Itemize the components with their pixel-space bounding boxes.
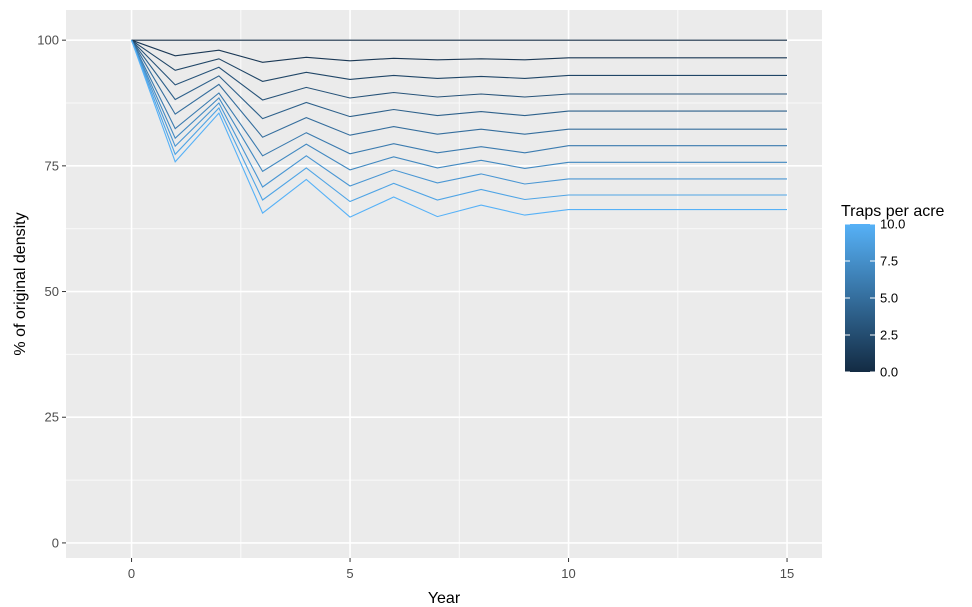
legend-ticks: 0.0 2.5 5.0 7.5 10.0 [845,217,905,380]
x-axis-title: Year [428,590,461,607]
x-tick-label: 5 [346,566,353,581]
y-axis: 0 25 50 75 100 [37,33,66,550]
y-tick-label: 25 [45,410,59,425]
series-line-traps-6 [131,39,787,157]
x-tick-label: 0 [128,566,135,581]
legend: Traps per acre 0.0 2.5 5.0 7.5 10.0 [841,203,945,380]
series-line-traps-3 [131,39,787,101]
x-tick-label: 10 [561,566,575,581]
y-tick-label: 0 [52,535,59,550]
legend-break-label: 2.5 [880,328,898,343]
series-line-traps-1 [131,39,787,63]
series-line-traps-4 [131,39,787,120]
series-line-traps-5 [131,39,787,138]
series-line-traps-8 [130,39,787,188]
series-line-traps-7 [130,39,787,173]
series-line-traps-10 [130,40,787,218]
x-tick-label: 15 [780,566,794,581]
plot-panel [66,10,822,558]
series-line-traps-2 [131,39,787,82]
y-tick-label: 75 [45,158,59,173]
x-axis: 0 5 10 15 [128,558,794,581]
y-tick-label: 100 [37,33,59,48]
y-axis-title: % of original density [12,212,29,355]
legend-break-label: 5.0 [880,291,898,306]
legend-break-label: 7.5 [880,254,898,269]
major-gridlines [66,10,822,558]
series-line-traps-9 [130,40,787,203]
legend-break-label: 0.0 [880,365,898,380]
series-lines [130,39,787,218]
legend-title: Traps per acre [841,203,945,220]
legend-break-label: 10.0 [880,217,905,232]
y-tick-label: 50 [45,284,59,299]
